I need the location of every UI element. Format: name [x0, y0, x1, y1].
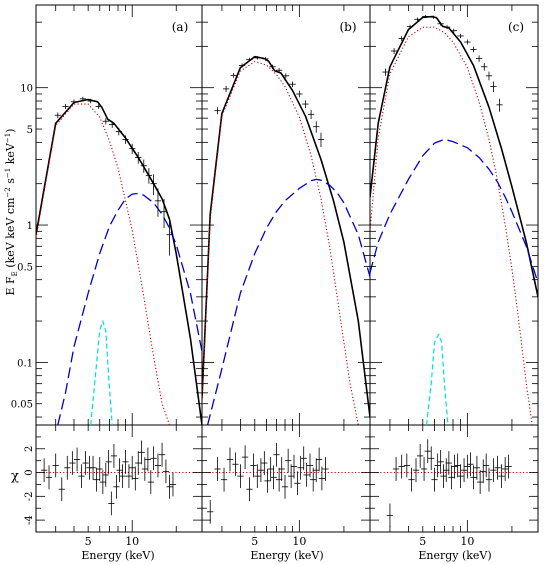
data-a	[54, 96, 173, 256]
data-points	[54, 14, 503, 256]
x-axis-label-b: Energy (keV)	[250, 549, 323, 562]
y-tick-label: 1	[27, 221, 33, 232]
model-curves	[36, 15, 538, 425]
x-tick-label-b: 10	[292, 535, 306, 548]
panel-label-c: (c)	[508, 20, 524, 34]
total-curve-a	[36, 98, 202, 425]
residual-points	[36, 439, 538, 528]
comptonized-curve-b	[206, 178, 370, 425]
thermal-curve-c	[370, 26, 533, 425]
comptonized-curve-a	[57, 192, 202, 425]
thermal-curve-b	[202, 60, 359, 425]
y-tick-label: 10	[20, 84, 33, 95]
residual-panel-frame-a	[35, 424, 203, 533]
panel-frames	[35, 4, 539, 533]
tick-labels: (a) 5 10 0.05 0.1 0.5 1 5 10 -4 -2 0 2 (b) 5 10 (c) 5 10	[11, 20, 524, 548]
residual-panel-frame-b	[201, 424, 371, 533]
panel-label-a: (a)	[172, 20, 189, 34]
x-tick-label-b: 5	[251, 535, 258, 548]
residual-y-axis-label: χ	[11, 469, 19, 484]
thermal-curve-a	[36, 103, 171, 425]
panel-label-b: (b)	[339, 20, 356, 34]
x-tick-label-a: 5	[85, 535, 92, 548]
main-panel-frame-a	[35, 4, 203, 426]
data-b	[214, 56, 325, 147]
data-c	[382, 14, 503, 112]
x-tick-label-c: 5	[419, 535, 426, 548]
curves-a	[36, 98, 202, 425]
residual-y-tick-label: -2	[24, 491, 35, 501]
y-tick-label: 5	[27, 125, 33, 136]
total-curve-c	[370, 15, 538, 297]
x-tick-label-c: 10	[460, 535, 474, 548]
line-curve-a	[90, 320, 113, 425]
residual-panel-frame-c	[369, 424, 539, 533]
curves-b	[202, 55, 370, 425]
line-curve-c	[425, 333, 449, 425]
y-tick-label: 0.05	[11, 400, 33, 411]
axis-ticks	[36, 4, 539, 533]
curves-c	[370, 15, 538, 425]
residuals-a	[36, 440, 202, 516]
total-curve-b	[202, 55, 370, 418]
residuals-c	[370, 439, 538, 528]
y-tick-label: 0.1	[17, 358, 33, 369]
residual-y-tick-label: 2	[24, 446, 35, 452]
residual-y-tick-label: 0	[24, 469, 35, 475]
residuals-b	[202, 442, 370, 524]
residual-y-tick-label: -4	[24, 515, 35, 525]
y-tick-label: 0.5	[17, 262, 33, 273]
y-axis-label: E FE (keV keV cm−2 s−1 keV−1)	[4, 129, 19, 296]
comptonized-curve-c	[370, 138, 538, 283]
main-panel-frame-b	[201, 4, 371, 426]
x-axis-label-c: Energy (keV)	[418, 549, 491, 562]
x-axis-label-a: Energy (keV)	[81, 549, 154, 562]
x-tick-label-a: 10	[125, 535, 139, 548]
